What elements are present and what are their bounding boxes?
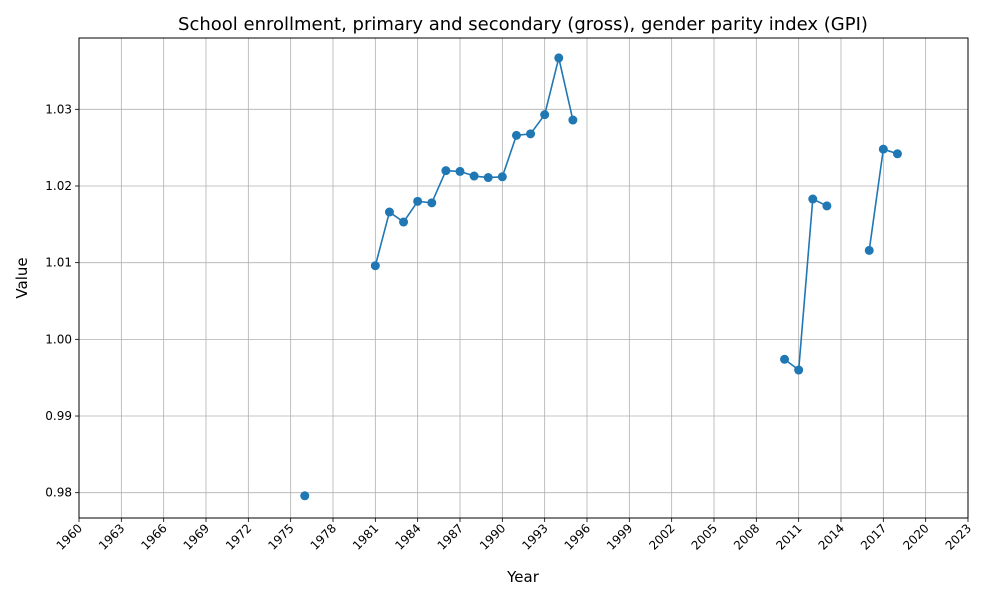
data-point-marker — [822, 201, 832, 211]
data-point-marker — [794, 365, 804, 375]
chart-title: School enrollment, primary and secondary… — [178, 14, 868, 35]
y-tick-label: 1.01 — [45, 256, 72, 270]
data-point-marker — [399, 217, 409, 227]
plot-area-frame — [78, 37, 969, 519]
data-point-marker — [413, 196, 423, 206]
series-line-segment — [784, 198, 828, 371]
y-tick-label: 1.03 — [45, 102, 72, 116]
y-tick-label: 0.98 — [45, 486, 72, 500]
y-tick-label: 1.02 — [45, 179, 72, 193]
data-point-marker — [540, 110, 550, 120]
y-axis-title: Value — [13, 257, 31, 298]
data-point-marker — [878, 144, 888, 154]
data-point-marker — [554, 53, 564, 63]
data-point-marker — [370, 261, 380, 271]
data-point-marker — [300, 491, 310, 501]
data-point-marker — [892, 149, 902, 159]
data-point-marker — [511, 130, 521, 140]
y-tick-label: 0.99 — [45, 409, 72, 423]
x-axis-title: Year — [506, 568, 540, 586]
data-point-marker — [455, 166, 465, 176]
data-point-marker — [808, 194, 818, 204]
data-point-marker — [780, 354, 790, 364]
series-layer — [300, 53, 902, 501]
data-point-marker — [864, 245, 874, 255]
data-point-marker — [497, 172, 507, 182]
y-tick-label: 1.00 — [45, 332, 72, 346]
data-point-marker — [427, 198, 437, 208]
data-point-marker — [568, 115, 578, 125]
data-point-marker — [483, 173, 493, 183]
data-point-marker — [526, 129, 536, 139]
data-point-marker — [469, 171, 479, 181]
data-point-marker — [441, 166, 451, 176]
data-point-marker — [384, 207, 394, 217]
y-axis-ticks: 0.98 0.99 1.00 1.01 1.02 1.03 — [45, 102, 79, 500]
